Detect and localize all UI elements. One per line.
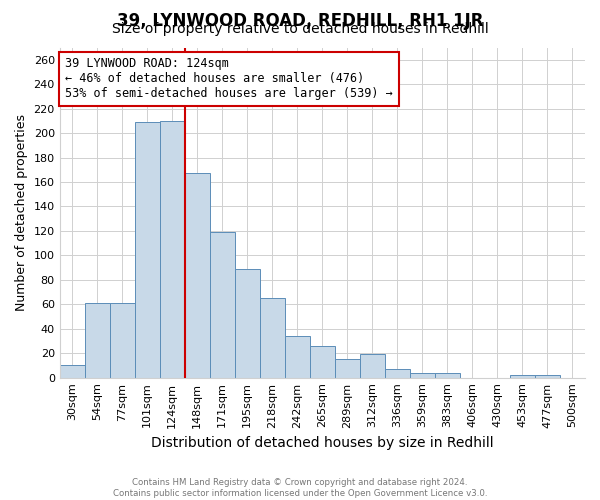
Bar — [535, 375, 560, 378]
Bar — [285, 336, 310, 378]
Bar — [260, 298, 285, 378]
Bar — [210, 232, 235, 378]
Bar — [385, 369, 410, 378]
Bar — [310, 346, 335, 378]
Bar — [110, 303, 135, 378]
Bar — [410, 373, 435, 378]
Text: Size of property relative to detached houses in Redhill: Size of property relative to detached ho… — [112, 22, 488, 36]
Text: 39, LYNWOOD ROAD, REDHILL, RH1 1JR: 39, LYNWOOD ROAD, REDHILL, RH1 1JR — [117, 12, 483, 30]
Bar — [360, 354, 385, 378]
Bar — [160, 121, 185, 378]
Bar — [85, 303, 110, 378]
Bar — [435, 373, 460, 378]
Bar — [59, 366, 85, 378]
Text: 39 LYNWOOD ROAD: 124sqm
← 46% of detached houses are smaller (476)
53% of semi-d: 39 LYNWOOD ROAD: 124sqm ← 46% of detache… — [65, 58, 392, 100]
Bar — [135, 122, 160, 378]
Bar — [235, 269, 260, 378]
Bar — [510, 375, 535, 378]
X-axis label: Distribution of detached houses by size in Redhill: Distribution of detached houses by size … — [151, 436, 494, 450]
Bar — [335, 360, 360, 378]
Text: Contains HM Land Registry data © Crown copyright and database right 2024.
Contai: Contains HM Land Registry data © Crown c… — [113, 478, 487, 498]
Y-axis label: Number of detached properties: Number of detached properties — [15, 114, 28, 311]
Bar — [185, 174, 210, 378]
